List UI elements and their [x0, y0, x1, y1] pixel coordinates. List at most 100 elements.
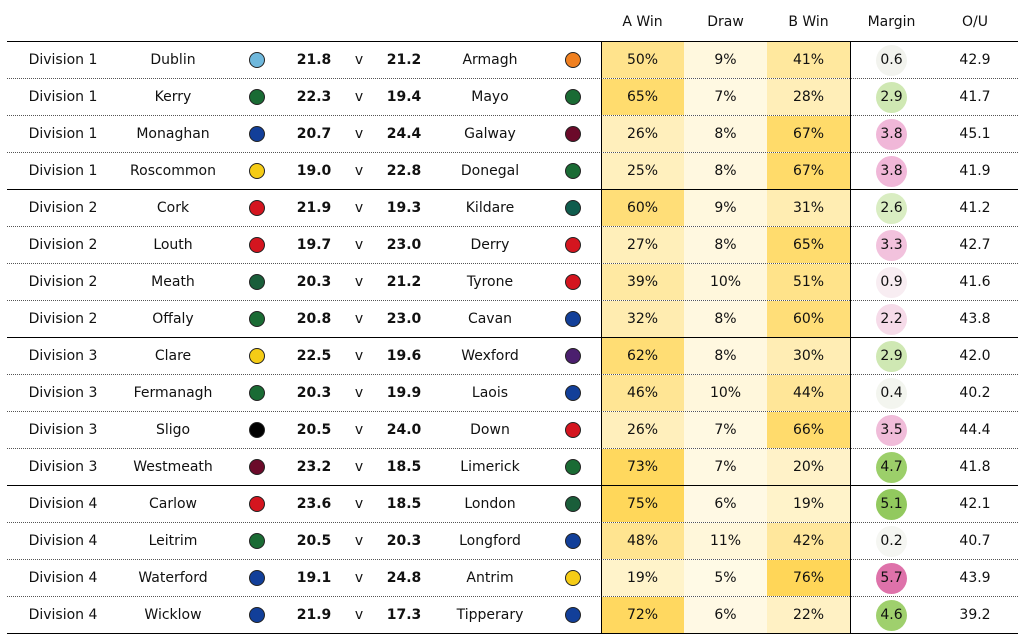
b-win-cell: 20% [767, 449, 850, 485]
a-win-cell: 27% [601, 227, 684, 263]
a-win-cell: 39% [601, 264, 684, 300]
column-header-a-win: A Win [622, 14, 663, 30]
over-under-cell: 41.6 [959, 274, 991, 290]
team-b-name: Derry [470, 237, 510, 253]
team-b-score: 19.9 [386, 385, 422, 401]
draw-cell: 8% [684, 116, 767, 152]
team-a-color-dot [249, 570, 265, 586]
division-cell: Division 3 [28, 459, 98, 475]
table-row: Division 2 Cork 21.9 v 19.3 Kildare 60% 9% 31% 2.… [7, 190, 1018, 227]
margin-badge: 3.8 [876, 155, 907, 187]
team-a-score: 20.7 [296, 126, 332, 142]
table-row: Division 4 Carlow 23.6 v 18.5 London 75% 6% 19% 5… [7, 486, 1018, 523]
team-a-name: Meath [151, 274, 195, 290]
team-a-name: Fermanagh [133, 385, 213, 401]
team-b-name: Cavan [467, 311, 513, 327]
a-win-cell: 26% [601, 412, 684, 448]
b-win-cell: 66% [767, 412, 850, 448]
b-win-cell: 22% [767, 597, 850, 633]
division-cell: Division 1 [28, 126, 98, 142]
over-under-cell: 42.7 [959, 237, 991, 253]
team-b-color-dot [565, 126, 581, 142]
a-win-cell: 48% [601, 523, 684, 559]
over-under-cell: 42.1 [959, 496, 991, 512]
team-a-score: 19.0 [296, 163, 332, 179]
division-cell: Division 4 [28, 607, 98, 623]
draw-cell: 8% [684, 301, 767, 337]
margin-badge: 5.7 [876, 562, 907, 594]
team-b-color-dot [565, 385, 581, 401]
division-cell: Division 4 [28, 570, 98, 586]
team-b-color-dot [565, 311, 581, 327]
team-b-name: Donegal [460, 163, 520, 179]
b-win-cell: 42% [767, 523, 850, 559]
team-a-color-dot [249, 163, 265, 179]
team-b-color-dot [565, 422, 581, 438]
over-under-cell: 43.8 [959, 311, 991, 327]
team-b-score: 19.6 [386, 348, 422, 364]
team-a-name: Monaghan [136, 126, 210, 142]
versus-label: v [354, 570, 364, 586]
team-a-name: Dublin [150, 52, 196, 68]
margin-badge: 2.6 [876, 192, 907, 224]
team-b-name: Armagh [462, 52, 518, 68]
b-win-cell: 67% [767, 116, 850, 152]
team-b-color-dot [565, 348, 581, 364]
team-a-name: Wicklow [144, 607, 202, 623]
team-b-color-dot [565, 459, 581, 475]
team-a-color-dot [249, 200, 265, 216]
team-a-score: 21.8 [296, 52, 332, 68]
team-b-score: 17.3 [386, 607, 422, 623]
team-a-score: 22.3 [296, 89, 332, 105]
over-under-cell: 41.2 [959, 200, 991, 216]
team-b-score: 19.4 [386, 89, 422, 105]
team-a-score: 19.1 [296, 570, 332, 586]
team-b-color-dot [565, 274, 581, 290]
team-a-color-dot [249, 311, 265, 327]
team-b-name: London [464, 496, 516, 512]
table-row: Division 2 Offaly 20.8 v 23.0 Cavan 32% 8% 60% 2.… [7, 301, 1018, 338]
over-under-cell: 44.4 [959, 422, 991, 438]
margin-badge: 2.9 [876, 81, 907, 113]
team-a-color-dot [249, 496, 265, 512]
team-b-score: 22.8 [386, 163, 422, 179]
division-cell: Division 3 [28, 348, 98, 364]
division-cell: Division 2 [28, 311, 98, 327]
division-cell: Division 3 [28, 385, 98, 401]
b-win-cell: 65% [767, 227, 850, 263]
versus-label: v [354, 52, 364, 68]
table-body: Division 1 Dublin 21.8 v 21.2 Armagh 50% 9% 41% 0… [7, 41, 1018, 634]
over-under-cell: 42.0 [959, 348, 991, 364]
team-a-color-dot [249, 459, 265, 475]
over-under-cell: 41.9 [959, 163, 991, 179]
column-header-margin: Margin [867, 14, 916, 30]
draw-cell: 6% [684, 597, 767, 633]
team-a-color-dot [249, 607, 265, 623]
team-a-name: Sligo [155, 422, 191, 438]
draw-cell: 9% [684, 42, 767, 78]
table-row: Division 1 Roscommon 19.0 v 22.8 Donegal 25% 8%… [7, 153, 1018, 190]
a-win-cell: 60% [601, 190, 684, 226]
a-win-cell: 62% [601, 338, 684, 374]
margin-badge: 0.4 [876, 377, 907, 409]
draw-cell: 9% [684, 190, 767, 226]
table-row: Division 1 Kerry 22.3 v 19.4 Mayo 65% 7% 28% 2.9 4… [7, 79, 1018, 116]
a-win-cell: 46% [601, 375, 684, 411]
margin-left-line [850, 42, 851, 634]
over-under-cell: 39.2 [959, 607, 991, 623]
team-a-color-dot [249, 533, 265, 549]
team-a-score: 23.2 [296, 459, 332, 475]
team-b-score: 18.5 [386, 459, 422, 475]
b-win-cell: 30% [767, 338, 850, 374]
margin-badge: 4.7 [876, 451, 907, 483]
team-b-score: 24.4 [386, 126, 422, 142]
over-under-cell: 41.7 [959, 89, 991, 105]
draw-cell: 8% [684, 153, 767, 189]
team-b-name: Down [470, 422, 510, 438]
b-win-cell: 28% [767, 79, 850, 115]
a-win-cell: 26% [601, 116, 684, 152]
division-cell: Division 2 [28, 274, 98, 290]
margin-badge: 0.2 [876, 525, 907, 557]
versus-label: v [354, 89, 364, 105]
versus-label: v [354, 459, 364, 475]
